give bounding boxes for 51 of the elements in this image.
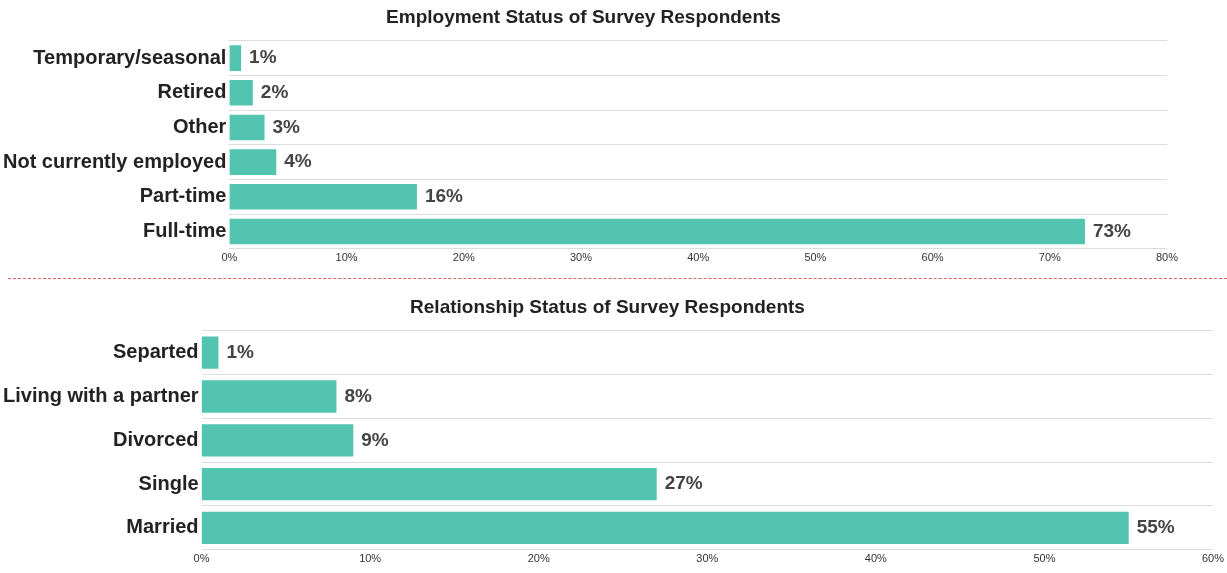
bar xyxy=(201,511,1129,545)
x-tick-label: 30% xyxy=(696,552,719,565)
y-tick-label: Married xyxy=(126,515,199,538)
x-tick-label: 10% xyxy=(359,552,382,565)
y-tick-label: Single xyxy=(138,471,199,494)
data-label: 16% xyxy=(424,185,464,207)
chart-title: Employment Status of Survey Respondents xyxy=(386,5,781,27)
bar xyxy=(229,218,1085,245)
y-tick-label: Other xyxy=(173,114,227,137)
data-label: 1% xyxy=(226,340,254,362)
y-tick-label: Temporary/seasonal xyxy=(33,45,227,68)
x-tick-label: 40% xyxy=(687,251,710,264)
y-tick-label: Part-time xyxy=(139,184,227,207)
data-label: 1% xyxy=(249,46,277,68)
y-tick-label: Divorced xyxy=(112,427,199,450)
x-tick-label: 20% xyxy=(452,251,475,264)
bar xyxy=(201,336,219,369)
y-tick-label: Not currently employed xyxy=(2,149,227,172)
data-label: 4% xyxy=(284,150,312,172)
x-tick-label: 40% xyxy=(864,552,888,565)
x-tick-label: 80% xyxy=(1155,251,1179,264)
bar xyxy=(229,149,277,175)
x-tick-label: 60% xyxy=(1201,552,1225,565)
y-tick-label: Retired xyxy=(157,80,227,103)
data-label: 3% xyxy=(272,115,301,137)
chart-title: Relationship Status of Survey Respondents xyxy=(410,295,805,317)
bar xyxy=(229,184,417,210)
bar xyxy=(229,80,253,106)
x-tick-label: 10% xyxy=(335,251,358,264)
data-label: 9% xyxy=(361,428,389,450)
bar xyxy=(201,424,354,457)
x-tick-label: 20% xyxy=(527,552,550,565)
x-tick-label: 30% xyxy=(569,251,593,264)
x-tick-label: 0% xyxy=(221,251,238,264)
data-label: 73% xyxy=(1092,219,1132,241)
data-label: 8% xyxy=(344,384,372,406)
data-label: 27% xyxy=(664,472,703,494)
bar xyxy=(201,380,337,413)
bar xyxy=(229,114,265,141)
x-tick-label: 50% xyxy=(1033,552,1056,565)
x-tick-label: 50% xyxy=(804,251,827,264)
data-label: 2% xyxy=(260,81,289,103)
bar xyxy=(229,45,242,71)
bar xyxy=(201,467,657,501)
y-tick-label: Full-time xyxy=(143,218,227,241)
x-tick-label: 70% xyxy=(1038,251,1062,264)
y-tick-label: Separted xyxy=(112,340,199,363)
x-tick-label: 60% xyxy=(921,251,944,264)
x-tick-label: 0% xyxy=(193,552,210,565)
y-tick-label: Living with a partner xyxy=(3,384,199,407)
data-label: 55% xyxy=(1136,516,1175,538)
